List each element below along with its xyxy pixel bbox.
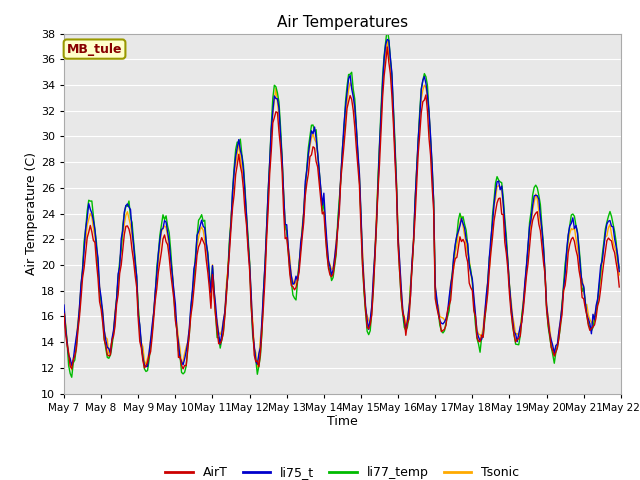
Y-axis label: Air Temperature (C): Air Temperature (C) (25, 152, 38, 275)
Legend: AirT, li75_t, li77_temp, Tsonic: AirT, li75_t, li77_temp, Tsonic (161, 461, 524, 480)
X-axis label: Time: Time (327, 415, 358, 429)
Text: MB_tule: MB_tule (67, 43, 122, 56)
Title: Air Temperatures: Air Temperatures (277, 15, 408, 30)
